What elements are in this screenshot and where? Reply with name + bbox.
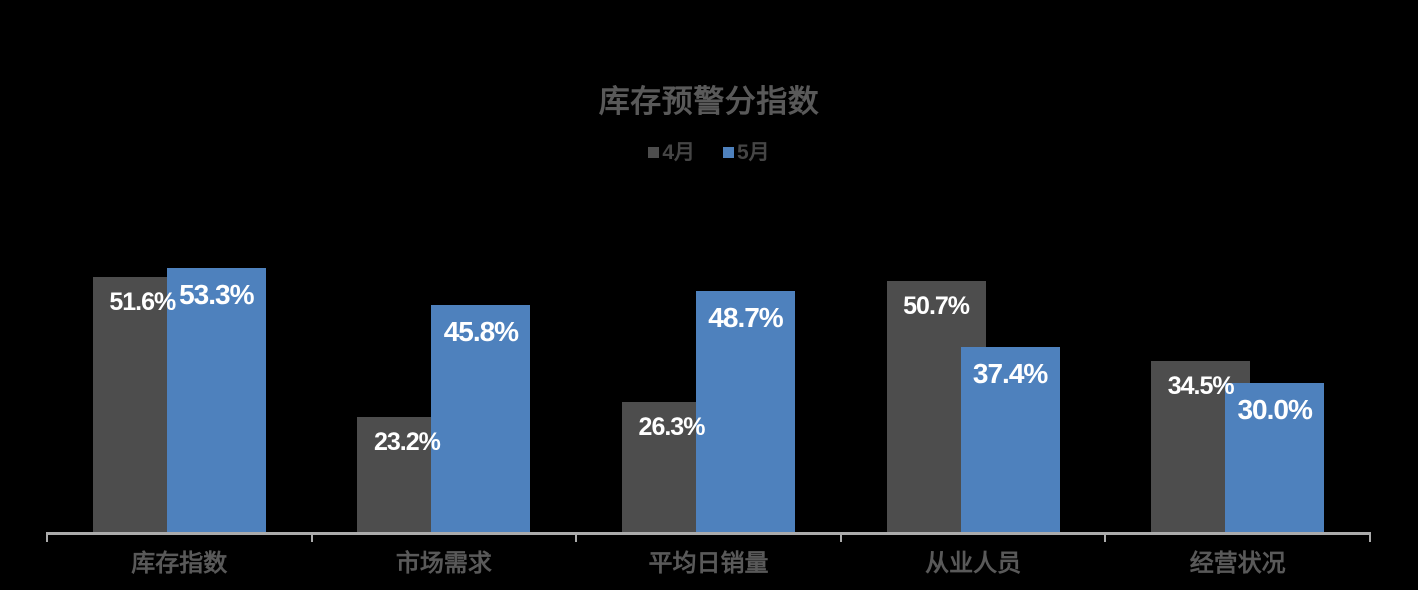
x-axis-tick-4 — [1104, 532, 1107, 542]
category-label-从业人员: 从业人员 — [925, 550, 1022, 577]
category-label-经营状况: 经营状况 — [1189, 550, 1286, 577]
bar-series1-经营状况 — [1225, 383, 1325, 532]
x-axis-tick-0 — [46, 532, 48, 542]
legend-swatch-may — [723, 147, 734, 158]
x-axis-tick-5 — [1369, 532, 1371, 542]
category-label-市场需求: 市场需求 — [395, 550, 492, 577]
legend-item-april: 4月 — [648, 142, 695, 163]
category-label-平均日销量: 平均日销量 — [648, 550, 769, 577]
chart-legend: 4月 5月 — [0, 142, 1418, 163]
x-axis-tick-2 — [575, 532, 578, 542]
legend-label-may: 5月 — [737, 141, 770, 164]
bar-series1-市场需求 — [431, 305, 531, 532]
x-axis-tick-3 — [839, 532, 842, 542]
bar-series1-平均日销量 — [696, 291, 795, 532]
legend-item-may: 5月 — [723, 142, 770, 163]
category-label-库存指数: 库存指数 — [131, 550, 228, 577]
bar-series1-从业人员 — [960, 347, 1060, 532]
x-axis-line — [47, 532, 1370, 535]
bar-series1-库存指数 — [166, 268, 266, 532]
legend-label-april: 4月 — [662, 141, 695, 164]
x-axis-tick-1 — [310, 532, 313, 542]
chart-title: 库存预警分指数 — [598, 84, 820, 119]
legend-swatch-april — [648, 147, 660, 158]
